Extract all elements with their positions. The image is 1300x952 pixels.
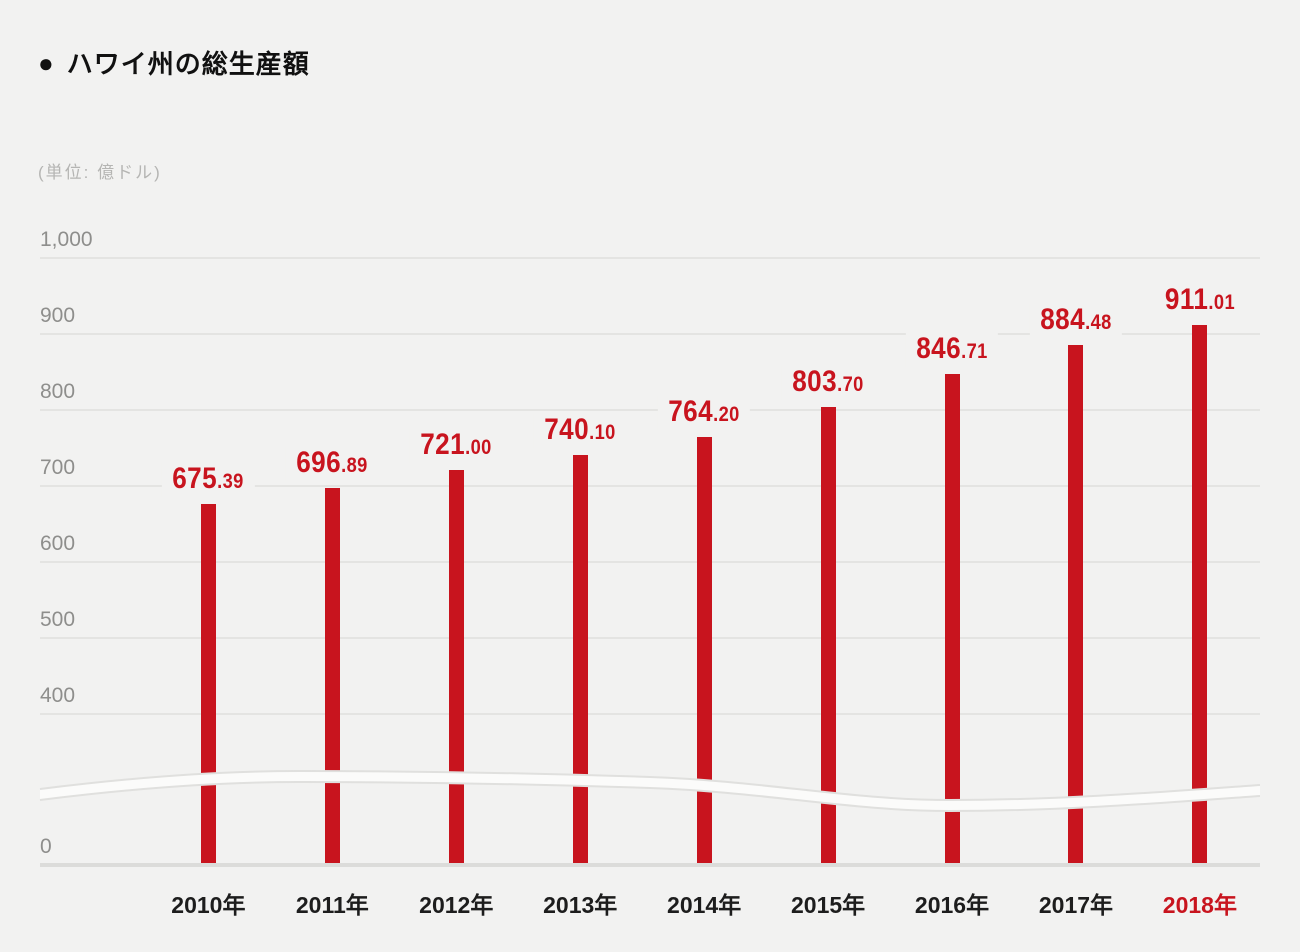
axis-break-top-line — [39, 769, 1261, 802]
gridline — [40, 560, 1260, 563]
axis-break-band — [40, 771, 1260, 811]
bar — [944, 374, 960, 863]
bar-value-label: 764.20 — [658, 395, 751, 430]
gridline — [40, 332, 1260, 335]
x-axis-baseline — [40, 863, 1260, 867]
bar — [572, 455, 588, 863]
axis-break-wave-icon — [39, 769, 1261, 813]
y-tick-label: 0 — [40, 835, 52, 858]
bar — [696, 436, 712, 863]
y-tick-label: 900 — [40, 303, 76, 327]
bar-value-label: 803.70 — [781, 365, 875, 400]
x-tick-label: 2014年 — [667, 892, 742, 918]
bar-value-label: 696.89 — [286, 446, 379, 481]
bar — [1068, 345, 1084, 863]
bar-value-label: 911.01 — [1154, 284, 1246, 319]
bar-value-label: 846.71 — [905, 333, 999, 367]
gridline — [40, 256, 1260, 259]
bar — [324, 487, 340, 863]
x-tick-label: 2010年 — [171, 892, 246, 918]
x-tick-label: 2016年 — [914, 892, 990, 918]
x-tick-label: 2017年 — [1038, 892, 1114, 918]
x-tick-label: 2011年 — [295, 892, 369, 918]
page-title-text: ハワイ州の総生産額 — [66, 49, 310, 79]
bar-value-label: 740.10 — [534, 414, 627, 449]
bar — [1192, 325, 1208, 863]
y-tick-label: 800 — [40, 379, 76, 403]
x-tick-label: 2018年 — [1162, 892, 1237, 918]
y-tick-label: 700 — [40, 455, 76, 479]
bar-value-label: 884.48 — [1029, 304, 1123, 339]
y-tick-label: 600 — [40, 531, 76, 555]
y-tick-label: 1,000 — [40, 227, 93, 251]
gridline — [40, 712, 1260, 715]
x-tick-label: 2013年 — [543, 892, 618, 918]
bar — [448, 469, 464, 863]
gridline — [40, 636, 1260, 639]
axis-break-bottom-line — [39, 780, 1261, 813]
unit-label: (単位: 億ドル) — [38, 163, 162, 182]
y-tick-label: 400 — [40, 683, 76, 707]
bar-value-label: 675.39 — [162, 463, 255, 498]
bar — [820, 406, 836, 863]
bullet-icon: ● — [38, 47, 54, 78]
y-tick-label: 500 — [40, 607, 76, 631]
x-tick-label: 2015年 — [790, 892, 866, 918]
bar-value-label: 721.00 — [410, 428, 503, 463]
x-tick-label: 2012年 — [419, 892, 494, 918]
gridline — [40, 484, 1260, 487]
gridline — [40, 408, 1260, 411]
page-title: ● ハワイ州の総生産額 — [38, 44, 310, 81]
